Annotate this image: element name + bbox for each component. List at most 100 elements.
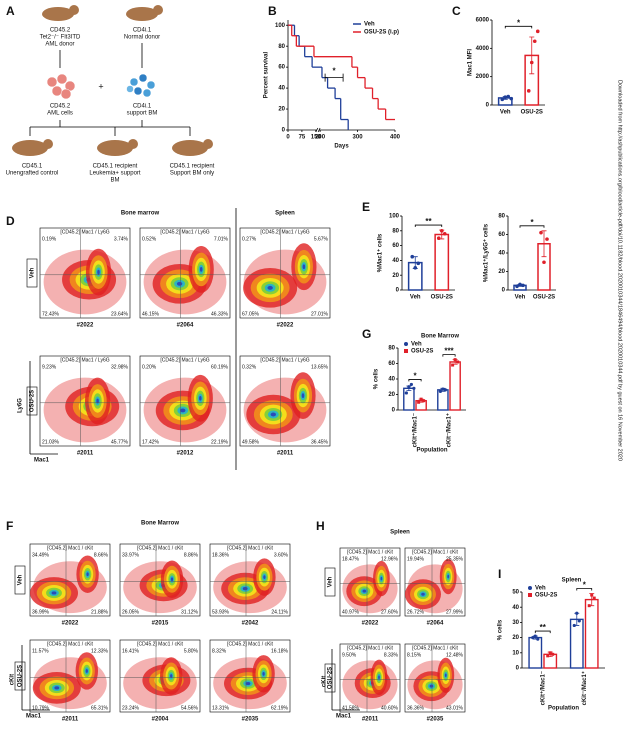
y-tick-label: 2000 bbox=[476, 74, 490, 80]
data-point bbox=[515, 284, 519, 289]
cells bbox=[46, 73, 156, 100]
quadrant-label: 41.58% bbox=[342, 705, 360, 711]
y-tick-label: 40 bbox=[512, 605, 519, 611]
x-tick-label: Veh bbox=[500, 110, 511, 116]
data-point bbox=[546, 654, 550, 658]
quadrant-label: 46.33% bbox=[211, 311, 229, 317]
significance: * bbox=[517, 18, 521, 27]
data-point bbox=[419, 397, 423, 401]
density bbox=[86, 572, 89, 577]
row-box bbox=[324, 567, 336, 597]
bar bbox=[434, 233, 450, 291]
header: Bone Marrow bbox=[141, 521, 179, 527]
data-point bbox=[404, 391, 408, 395]
plot-title: [CD45.2] Mac1 / Ly6G bbox=[160, 229, 209, 235]
data-point bbox=[531, 636, 535, 640]
quadrant-label: 27.01% bbox=[311, 311, 329, 317]
data-point bbox=[442, 231, 447, 236]
plot-title: [CD45.2] Mac1 / cKit bbox=[47, 641, 93, 647]
panel-letter: A bbox=[6, 4, 15, 18]
label: Unengrafted control bbox=[6, 171, 59, 177]
quadrant-label: 5.67% bbox=[314, 236, 329, 242]
data-point bbox=[539, 230, 543, 235]
quadrant-label: 62.19% bbox=[271, 705, 289, 711]
y-tick-label: 10 bbox=[512, 650, 519, 656]
y-tick-label: 60 bbox=[388, 361, 395, 367]
quadrant-label: 33.97% bbox=[122, 552, 140, 558]
density bbox=[199, 267, 203, 272]
row-box bbox=[14, 661, 26, 691]
plot-title: [CD45.2] Mac1 / cKit bbox=[137, 641, 183, 647]
y-tick-label: 40 bbox=[388, 377, 395, 383]
density bbox=[176, 281, 183, 286]
quadrant-label: 0.19% bbox=[42, 236, 57, 242]
y-tick-label: 60 bbox=[498, 232, 505, 238]
density bbox=[421, 592, 425, 596]
side-note: Downloaded from http://ashpublications.o… bbox=[617, 80, 623, 461]
quadrant-label: 0.20% bbox=[142, 364, 157, 370]
y-tick-label: 80 bbox=[392, 228, 399, 234]
plot-title: [CD45.2] Mac1 / cKit bbox=[412, 645, 458, 651]
significance-bracket bbox=[576, 588, 593, 591]
y-tick-label: 100 bbox=[275, 23, 286, 29]
quadrant-label: 7.01% bbox=[214, 236, 229, 242]
plot-title: [CD45.2] Mac1 / Ly6G bbox=[60, 229, 109, 235]
quadrant-label: 23.64% bbox=[111, 311, 129, 317]
panel-letter: I bbox=[498, 567, 501, 581]
quadrant-label: 53.93% bbox=[212, 609, 230, 615]
label: Support BM only bbox=[170, 171, 214, 177]
density bbox=[262, 671, 265, 676]
density bbox=[242, 587, 248, 591]
data-point bbox=[422, 399, 426, 403]
y-tick-label: 80 bbox=[498, 214, 505, 220]
sample-id: #2022 bbox=[62, 621, 79, 627]
significance: *** bbox=[444, 347, 454, 356]
data-point bbox=[412, 386, 416, 390]
label: CD4i.1 bbox=[133, 104, 152, 110]
y-axis-label: %Mac1⁺ cells bbox=[377, 233, 384, 272]
bar bbox=[449, 361, 461, 411]
bar bbox=[569, 618, 584, 669]
data-point bbox=[439, 229, 444, 233]
plot-title: [CD45.2] Mac1 / cKit bbox=[347, 549, 393, 555]
density bbox=[245, 681, 251, 686]
significance: * bbox=[530, 218, 534, 227]
panel-letter: B bbox=[268, 4, 277, 18]
label: CD45.1 recipient bbox=[93, 164, 138, 170]
density bbox=[447, 574, 450, 579]
x-tick-label: Veh bbox=[515, 295, 526, 301]
data-point bbox=[500, 97, 505, 102]
x-axis-label: Days bbox=[334, 144, 349, 150]
row-box bbox=[324, 663, 336, 693]
row-label: OSU-2S bbox=[30, 390, 36, 412]
row-label: Veh bbox=[18, 574, 24, 585]
quadrant-label: 18.47% bbox=[342, 556, 360, 562]
x-tick-label: OSU-2S bbox=[533, 295, 555, 301]
row-label: OSU-2S bbox=[18, 665, 24, 687]
y-axis-label: %Mac1⁺/Ly6G⁺ cells bbox=[483, 223, 490, 282]
panel-letter: F bbox=[6, 519, 13, 533]
panel-letter: D bbox=[6, 214, 15, 228]
sample-id: #2004 bbox=[152, 717, 169, 723]
quadrant-label: 0.32% bbox=[242, 364, 257, 370]
axis-break bbox=[315, 127, 321, 133]
data-point bbox=[438, 389, 442, 393]
quadrant-label: 45.77% bbox=[111, 439, 129, 445]
legend-label: Veh bbox=[535, 586, 546, 592]
legend-label: OSU-2S (i.p) bbox=[364, 30, 399, 36]
significance: ** bbox=[540, 623, 547, 632]
quadrant-label: 65.31% bbox=[91, 705, 109, 711]
panel-letter: H bbox=[316, 519, 325, 533]
plot-title: [CD45.2] Mac1 / Ly6G bbox=[260, 229, 309, 235]
quadrant-label: 8.15% bbox=[407, 652, 422, 658]
y-axis-label: Mac1 MFI bbox=[468, 49, 474, 76]
legend-swatch bbox=[528, 593, 532, 597]
data-point bbox=[551, 652, 555, 656]
data-point bbox=[536, 637, 540, 641]
panel-letter: E bbox=[362, 200, 370, 214]
density bbox=[97, 269, 100, 275]
data-point bbox=[451, 363, 455, 367]
density bbox=[96, 398, 99, 404]
sample-id: #2011 bbox=[277, 451, 294, 457]
quadrant-label: 8.86% bbox=[184, 552, 199, 558]
